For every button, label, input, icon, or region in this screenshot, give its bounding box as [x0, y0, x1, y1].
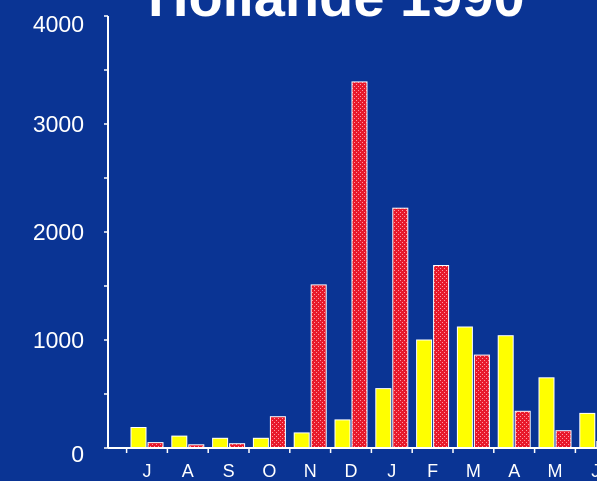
bar-red: [351, 81, 368, 449]
x-tick-label: J: [143, 461, 152, 481]
bars-group: [130, 81, 597, 449]
bar-red: [514, 410, 531, 449]
bar-red: [433, 265, 450, 449]
y-tick-label: 1000: [33, 327, 84, 353]
bar-yellow: [497, 335, 514, 449]
bar-red: [555, 430, 572, 449]
bar-red: [392, 207, 409, 449]
bar-yellow: [212, 437, 229, 449]
bar-red: [473, 354, 490, 449]
bar-yellow: [456, 326, 473, 449]
x-tick-label: A: [182, 461, 194, 481]
bar-yellow: [171, 435, 188, 449]
bar-yellow: [334, 419, 351, 449]
bar-yellow: [416, 339, 433, 449]
chart-title: Hollande 1990: [148, 0, 525, 28]
x-tick-label: S: [223, 461, 235, 481]
x-tick-label: J: [591, 461, 597, 481]
x-tick-label: F: [427, 461, 438, 481]
y-tick-label: 3000: [33, 111, 84, 137]
y-tick-label: 0: [71, 441, 84, 467]
x-tick-label: N: [304, 461, 317, 481]
axes-group: J A S O N D J F M A M J 0 1000 2000 3000 4000: [33, 11, 597, 481]
y-tick-label: 2000: [33, 219, 84, 245]
x-tick-label: M: [466, 461, 481, 481]
bar-red: [310, 284, 327, 449]
bar-yellow: [293, 432, 310, 449]
y-tick-label: 4000: [33, 11, 84, 37]
x-tick-label: O: [262, 461, 276, 481]
bar-yellow: [130, 427, 147, 449]
x-tick-label: D: [345, 461, 358, 481]
bar-yellow: [538, 377, 555, 449]
bar-yellow: [375, 388, 392, 449]
x-tick-label: A: [508, 461, 520, 481]
bar-yellow: [579, 412, 596, 449]
x-tick-label: M: [548, 461, 563, 481]
bar-yellow: [252, 437, 269, 449]
bar-red: [269, 416, 286, 449]
x-tick-label: J: [387, 461, 396, 481]
